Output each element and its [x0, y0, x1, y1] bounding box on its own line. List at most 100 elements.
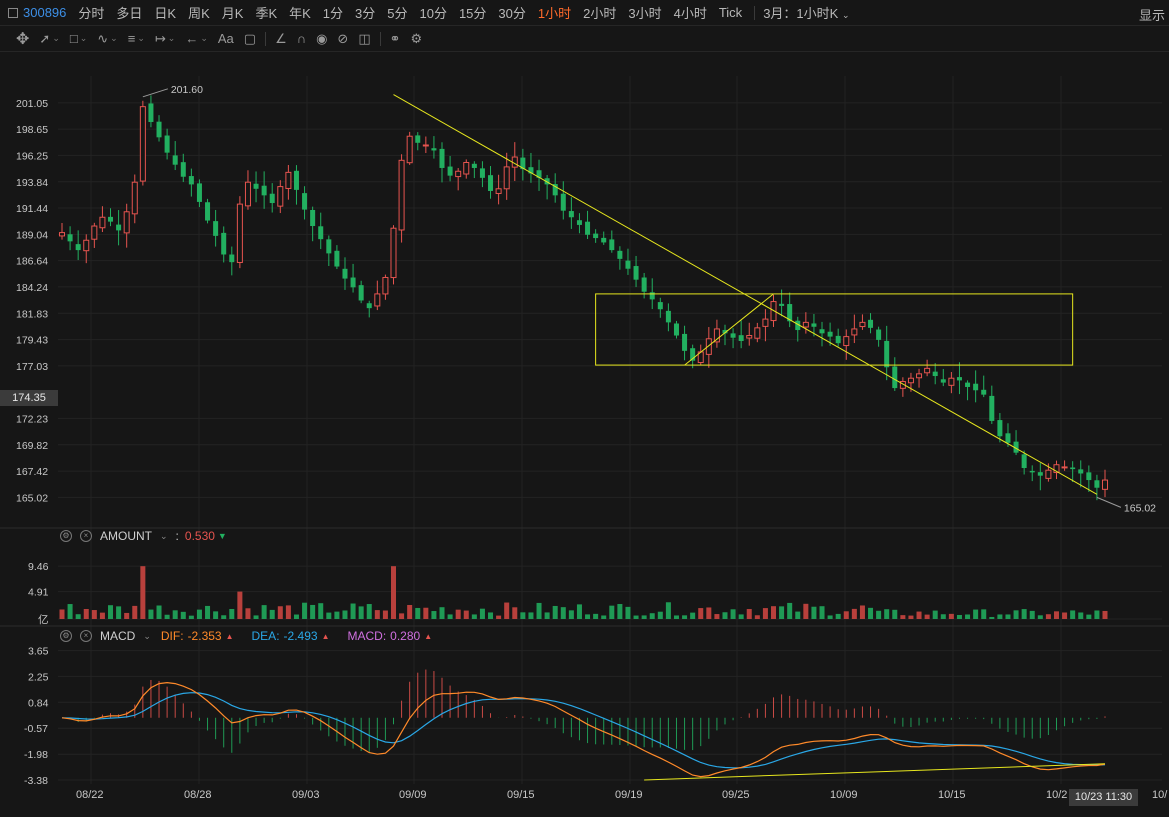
volume-bar-102	[884, 609, 890, 619]
candle-body-35	[342, 268, 348, 279]
min-label-leader	[1096, 496, 1122, 508]
timeframe-8[interactable]: 3分	[355, 6, 376, 21]
candle-body-36	[350, 277, 356, 288]
volume-bar-117	[1005, 614, 1011, 619]
text-icon[interactable]: Aa	[217, 31, 234, 46]
candle-body-116	[997, 420, 1003, 437]
timeframe-4[interactable]: 月K	[221, 6, 244, 21]
candle-body-41	[390, 227, 397, 279]
dif-value: -2.353	[187, 629, 222, 643]
candle-body-77	[682, 333, 688, 351]
candle-body-57	[520, 157, 526, 170]
display-button[interactable]: 显示	[1138, 8, 1165, 23]
arrow-icon[interactable]: ← ⌄	[185, 31, 208, 46]
trash-icon[interactable]: ◫	[358, 30, 371, 46]
timeframe-9[interactable]: 5分	[387, 6, 408, 21]
volume-bar-104	[900, 615, 906, 619]
price-tick-1: 198.65	[16, 124, 48, 136]
candle-body-20	[221, 232, 227, 255]
checkbox-icon[interactable]	[8, 7, 18, 18]
chart-canvas[interactable]: 201.05 198.65 196.25 193.84 191.44 189.04 186.…	[0, 52, 1169, 817]
volume-bar-20	[221, 615, 227, 619]
amount-name: AMOUNT	[100, 529, 152, 543]
timeframe-14[interactable]: 2小时	[583, 6, 617, 21]
timeframe-15[interactable]: 3小时	[628, 6, 662, 21]
candle-body-17	[196, 183, 202, 202]
candle-body-6	[108, 216, 114, 222]
timeframe-0[interactable]: 分时	[78, 6, 105, 21]
dif-line	[61, 681, 1106, 778]
timeframe-3[interactable]: 周K	[188, 6, 210, 21]
timeframe-16[interactable]: 4小时	[673, 6, 707, 21]
volume-bar-108	[932, 610, 938, 619]
dif-label: DIF:	[160, 629, 184, 643]
price-tick-8: 181.83	[16, 308, 48, 320]
candle-body-83	[730, 333, 736, 338]
candle-body-103	[892, 366, 898, 389]
eye-icon[interactable]: ◉	[316, 30, 328, 46]
caret-up-icon: ▲	[225, 631, 234, 641]
timeframe-5[interactable]: 季K	[255, 6, 278, 21]
line-icon[interactable]: ➚ ⌄	[39, 30, 60, 46]
time-tick-4: 09/15	[507, 789, 535, 801]
ruler-icon[interactable]: ∠	[275, 30, 287, 46]
settings-icon[interactable]: ⚙	[60, 630, 72, 642]
volume-bar-39	[374, 610, 380, 619]
candle-body-7	[116, 224, 122, 231]
close-icon[interactable]: ×	[80, 630, 92, 642]
min-price-label: 165.02	[1124, 502, 1156, 514]
timeframe-list: 分时 多日 日K 周K 月K 季K 年K 1分 3分 5分 10分 15分 30分 1小时 2小时 3小时 4小…	[72, 3, 748, 22]
candle-body-22	[236, 203, 243, 263]
link-icon[interactable]: ⚭	[389, 30, 401, 46]
settings-icon[interactable]: ⚙	[60, 530, 72, 542]
candle-body-72	[641, 277, 647, 292]
candle-body-102	[884, 340, 890, 368]
timeframe-7[interactable]: 1分	[322, 6, 344, 21]
timeframe-12[interactable]: 30分	[498, 6, 526, 21]
volume-tick-0: 9.46	[28, 561, 49, 573]
chevron-down-icon[interactable]: ⌄	[160, 530, 168, 541]
candle-body-74	[657, 302, 663, 310]
stock-code[interactable]: 300896	[8, 5, 66, 20]
wave-icon[interactable]: ∿ ⌄	[97, 30, 118, 46]
volume-bar-4	[91, 610, 97, 619]
volume-tick-1: 4.91	[28, 587, 49, 599]
price-tick-2: 196.25	[16, 150, 48, 162]
timeframe-17[interactable]: Tick	[718, 5, 743, 20]
divider	[754, 5, 756, 20]
measure-icon[interactable]: ↦ ⌄	[154, 30, 176, 46]
rect-icon[interactable]: □ ⌄	[69, 31, 88, 46]
close-icon[interactable]: ×	[80, 530, 92, 542]
magnet-icon[interactable]: ∩	[296, 31, 307, 46]
comment-icon[interactable]: ▢	[243, 30, 257, 46]
volume-bar-38	[366, 604, 372, 619]
timeframe-6[interactable]: 年K	[289, 6, 311, 21]
settings-icon[interactable]: ⚙	[410, 30, 423, 46]
drawing-annotations[interactable]	[393, 94, 1098, 495]
timeframe-11[interactable]: 15分	[458, 6, 487, 21]
candle-body-60	[544, 178, 550, 185]
timeframe-10[interactable]: 10分	[419, 6, 447, 21]
volume-bar-92	[803, 603, 809, 619]
candle-body-53	[488, 175, 494, 191]
volume-bar-31	[310, 604, 316, 619]
volume-bar-127	[1086, 614, 1092, 619]
candle-body-15	[180, 162, 186, 177]
volume-bar-120	[1029, 610, 1035, 619]
macd-indicator-header: ⚙ × MACD ⌄ DIF: -2.353 ▲ DEA: -2.493 ▲ M…	[60, 629, 432, 643]
timeframe-1[interactable]: 多日	[116, 6, 143, 21]
period-dropdown[interactable]: 3月：1小时K ⌄	[763, 3, 849, 22]
timeframe-2[interactable]: 日K	[154, 6, 177, 21]
candle-body-101	[876, 329, 882, 340]
chevron-down-icon[interactable]: ⌄	[143, 630, 151, 641]
timeframe-13[interactable]: 1小时	[537, 6, 572, 21]
fib-icon[interactable]: ≡ ⌄	[127, 31, 145, 46]
volume-bar-110	[948, 613, 954, 619]
candle-body-94	[819, 329, 825, 334]
candle-body-87	[762, 318, 769, 327]
macd-axis: 3.65 2.25 0.84 -0.57 -1.98 -3.38	[24, 646, 49, 787]
volume-bar-26	[269, 609, 275, 619]
hide-icon[interactable]: ⊘	[337, 30, 349, 46]
candle-body-8	[123, 211, 130, 234]
crosshair-icon[interactable]: ✥	[16, 30, 30, 48]
